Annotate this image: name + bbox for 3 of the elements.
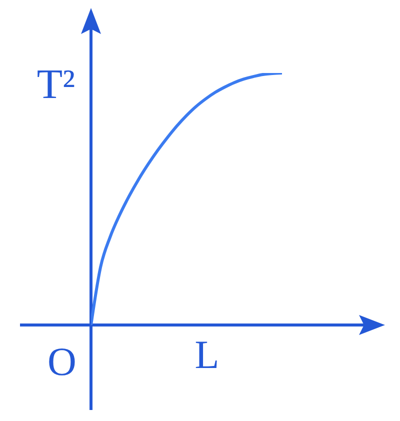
y-axis-title: T² [36,62,76,108]
x-axis-title: L [194,332,220,377]
text: O [48,339,76,384]
